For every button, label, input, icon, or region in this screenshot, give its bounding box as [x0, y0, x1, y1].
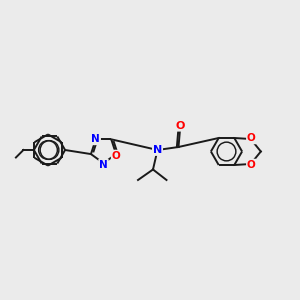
Text: O: O — [247, 160, 256, 170]
Text: O: O — [112, 151, 120, 160]
Text: N: N — [92, 134, 100, 144]
Text: N: N — [153, 145, 162, 155]
Text: O: O — [247, 134, 256, 143]
Text: N: N — [99, 160, 108, 170]
Text: O: O — [175, 121, 185, 131]
